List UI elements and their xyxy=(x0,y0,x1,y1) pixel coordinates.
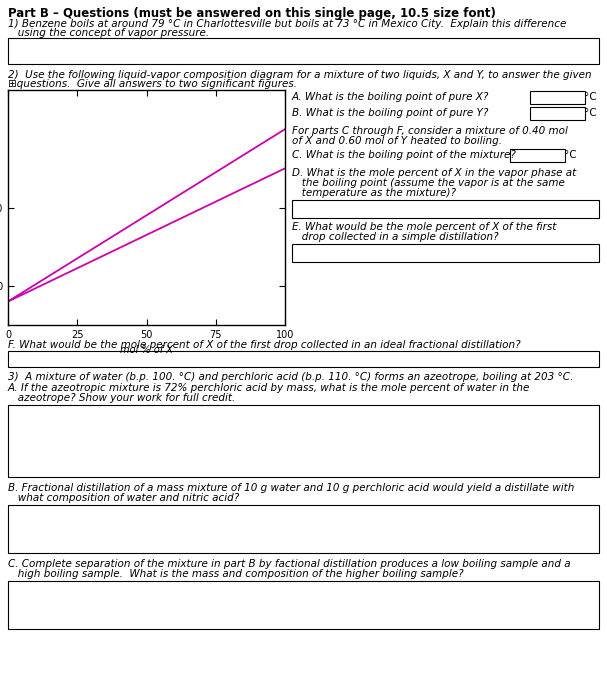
Bar xyxy=(292,200,599,218)
Text: °C: °C xyxy=(584,108,597,118)
Text: E. What would be the mole percent of X of the first: E. What would be the mole percent of X o… xyxy=(292,222,557,232)
Text: using the concept of vapor pressure.: using the concept of vapor pressure. xyxy=(8,28,209,38)
Text: the boiling point (assume the vapor is at the same: the boiling point (assume the vapor is a… xyxy=(292,178,565,188)
Text: B. Fractional distillation of a mass mixture of 10 g water and 10 g perchloric a: B. Fractional distillation of a mass mix… xyxy=(8,483,574,493)
Text: B. What is the boiling point of pure Y?: B. What is the boiling point of pure Y? xyxy=(292,108,489,118)
Text: C. Complete separation of the mixture in part B by factional distillation produc: C. Complete separation of the mixture in… xyxy=(8,559,571,569)
Bar xyxy=(8,351,599,367)
Text: For parts C through F, consider a mixture of 0.40 mol: For parts C through F, consider a mixtur… xyxy=(292,126,568,136)
Text: °C: °C xyxy=(584,92,597,102)
Bar xyxy=(510,149,565,162)
Text: Part B – Questions (must be answered on this single page, 10.5 size font): Part B – Questions (must be answered on … xyxy=(8,7,496,20)
Bar xyxy=(292,244,599,262)
Bar xyxy=(8,505,599,553)
Text: drop collected in a simple distillation?: drop collected in a simple distillation? xyxy=(292,232,498,242)
Text: 2)  Use the following liquid-vapor composition diagram for a mixture of two liqu: 2) Use the following liquid-vapor compos… xyxy=(8,70,592,80)
Text: azeotrope? Show your work for full credit.: azeotrope? Show your work for full credi… xyxy=(8,393,236,403)
Text: temperature as the mixture)?: temperature as the mixture)? xyxy=(292,188,456,198)
Bar xyxy=(8,38,599,64)
Text: ⊞questions.  Give all answers to two significant figures.: ⊞questions. Give all answers to two sign… xyxy=(8,79,297,89)
Bar xyxy=(8,581,599,629)
Text: 1) Benzene boils at around 79 °C in Charlottesville but boils at 73 °C in Mexico: 1) Benzene boils at around 79 °C in Char… xyxy=(8,19,566,29)
Bar xyxy=(530,107,585,120)
Text: A. What is the boiling point of pure X?: A. What is the boiling point of pure X? xyxy=(292,92,489,102)
Text: of X and 0.60 mol of Y heated to boiling.: of X and 0.60 mol of Y heated to boiling… xyxy=(292,136,502,146)
Text: high boiling sample.  What is the mass and composition of the higher boiling sam: high boiling sample. What is the mass an… xyxy=(8,569,464,579)
X-axis label: mol % of X: mol % of X xyxy=(120,345,173,356)
Text: A. If the azeotropic mixture is 72% perchloric acid by mass, what is the mole pe: A. If the azeotropic mixture is 72% perc… xyxy=(8,383,531,393)
Text: what composition of water and nitric acid?: what composition of water and nitric aci… xyxy=(8,493,239,503)
Text: C. What is the boiling point of the mixture?: C. What is the boiling point of the mixt… xyxy=(292,150,516,160)
Text: 3)  A mixture of water (b.p. 100. °C) and perchloric acid (b.p. 110. °C) forms a: 3) A mixture of water (b.p. 100. °C) and… xyxy=(8,372,573,382)
Bar xyxy=(8,405,599,477)
Text: °C: °C xyxy=(564,150,577,160)
Text: D. What is the mole percent of X in the vapor phase at: D. What is the mole percent of X in the … xyxy=(292,168,576,178)
Bar xyxy=(530,91,585,104)
Text: F. What would be the mole percent of X of the first drop collected in an ideal f: F. What would be the mole percent of X o… xyxy=(8,340,521,350)
